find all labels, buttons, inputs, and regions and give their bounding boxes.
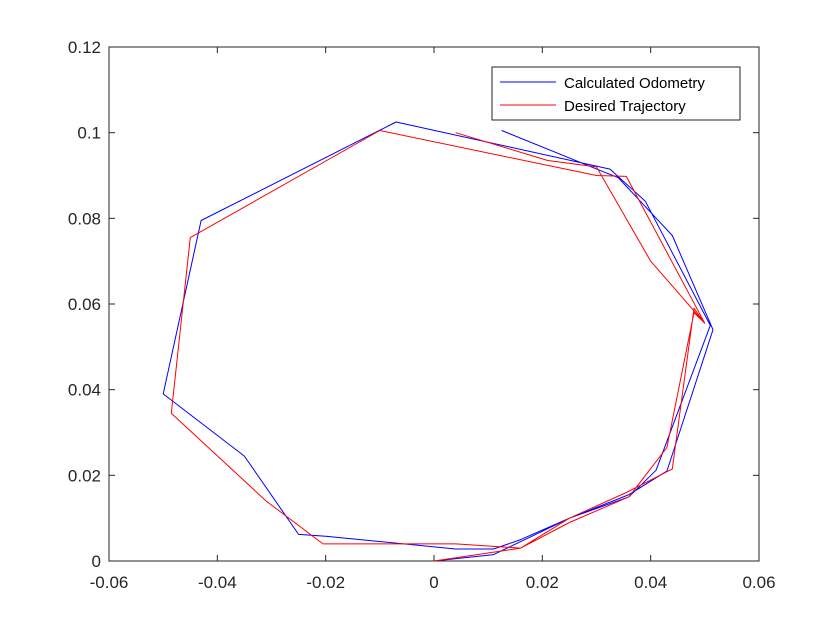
x-tick-label: -0.06 [90,573,129,592]
x-tick-label: -0.02 [306,573,345,592]
y-tick-label: 0.12 [68,38,101,57]
x-tick-label: 0 [429,573,438,592]
x-tick-label: 0.04 [634,573,667,592]
plot-area: -0.06 -0.04 -0.02 0 0.02 0.04 0.06 0 0.02 0.04 0.0… [68,38,776,592]
legend: Calculated Odometry Desired Trajectory [491,66,741,121]
y-tick-label: 0.06 [68,295,101,314]
legend-label-desired-trajectory: Desired Trajectory [564,98,686,115]
x-tick-label: -0.04 [198,573,237,592]
y-tick-label: 0.1 [77,124,101,143]
legend-label-calculated-odometry: Calculated Odometry [564,75,705,92]
series-line-calculated-odometry [162,121,714,562]
y-tick-label: 0.04 [68,381,101,400]
axes-box [108,46,760,562]
y-tick-label: 0.02 [68,466,101,485]
x-tick-label: 0.06 [742,573,775,592]
series-line-desired-trajectory [170,130,706,562]
x-tick-label: 0.02 [526,573,559,592]
y-tick-label: 0 [92,552,101,571]
ticks-layer: -0.06 -0.04 -0.02 0 0.02 0.04 0.06 0 0.02 0.04 0.0… [68,38,776,592]
legend-box [491,66,741,121]
series-layer [162,121,714,562]
y-tick-label: 0.08 [68,209,101,228]
